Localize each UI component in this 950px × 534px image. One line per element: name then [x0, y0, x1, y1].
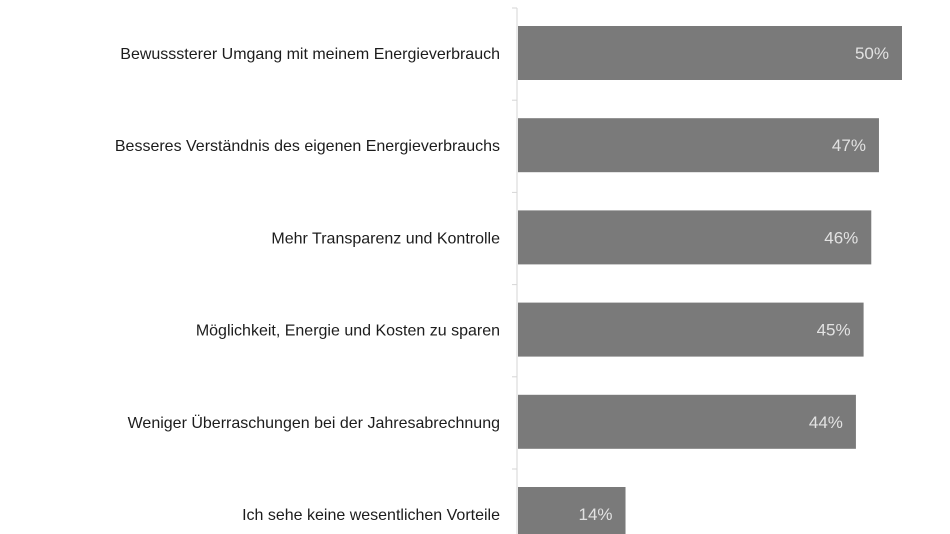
- category-label: Weniger Überraschungen bei der Jahresabr…: [128, 414, 500, 432]
- value-label: 47%: [832, 136, 866, 155]
- category-label: Mehr Transparenz und Kontrolle: [271, 230, 500, 247]
- bar-4: [518, 302, 864, 357]
- chart-marks: Bewusssterer Umgang mit meinem Energieve…: [115, 7, 902, 534]
- value-label: 50%: [855, 44, 889, 63]
- bar-2: [518, 118, 879, 173]
- bar-6: [518, 487, 626, 534]
- value-label: 45%: [817, 321, 851, 340]
- bar-5: [518, 394, 856, 449]
- category-label: Ich sehe keine wesentlichen Vorteile: [242, 507, 500, 524]
- bar-1: [518, 26, 902, 80]
- value-label: 44%: [809, 413, 843, 432]
- category-label: Bewusssterer Umgang mit meinem Energieve…: [120, 46, 500, 63]
- value-label: 46%: [824, 228, 858, 247]
- value-label: 14%: [578, 505, 612, 524]
- bar-3: [518, 210, 872, 265]
- category-label: Möglichkeit, Energie und Kosten zu spare…: [196, 323, 500, 340]
- category-label: Besseres Verständnis des eigenen Energie…: [115, 138, 500, 155]
